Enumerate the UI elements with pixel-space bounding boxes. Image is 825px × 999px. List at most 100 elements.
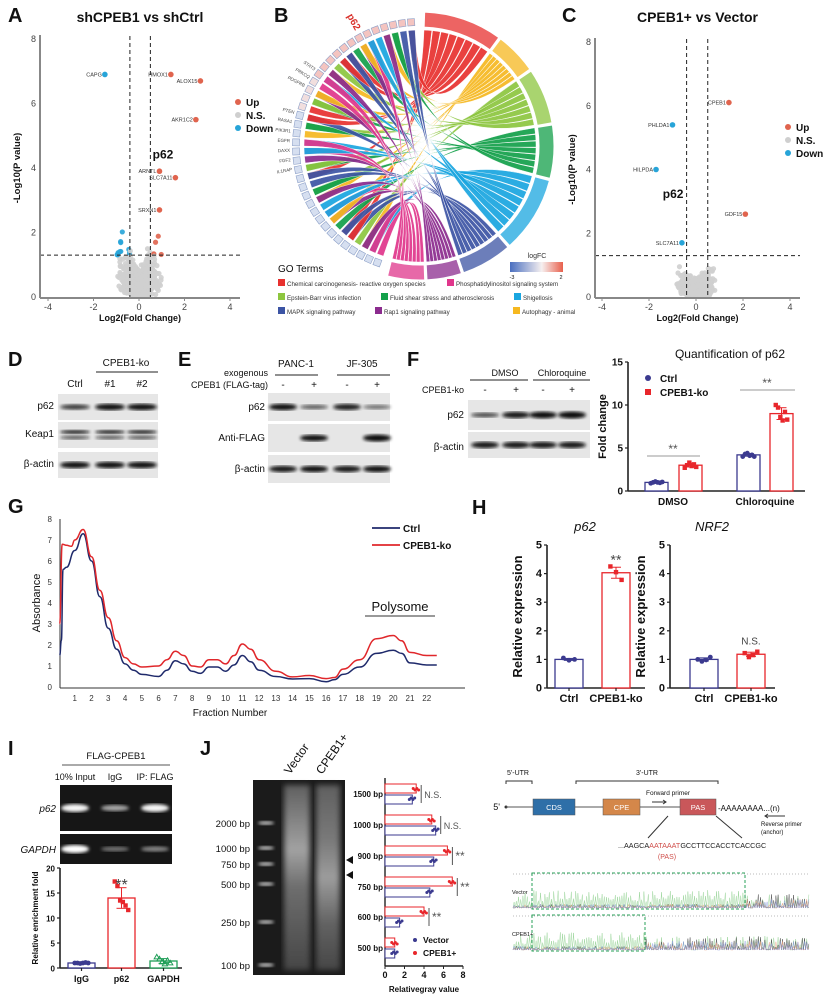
gene-box [292,156,302,165]
data-point [123,279,129,285]
y-tick-label: 0 [51,965,56,974]
sequence-part: AATAAAT [649,841,681,850]
legend-label: Ctrl [403,524,420,535]
data-point [702,281,708,287]
x-tick-label: 0 [382,970,387,980]
replicate-point [432,819,436,823]
gene-label: PDGFRB [287,75,306,88]
gene-box [363,253,374,265]
gene-point [679,240,685,246]
lane-label: #2 [136,379,148,390]
legend-swatch [447,279,454,286]
data-point [689,285,695,291]
gene-box [304,84,315,95]
y-tick-label: 15 [46,890,55,899]
x-tick-label: IgG [74,974,89,984]
y-tick-label: 0 [617,487,623,498]
x-tick-label: 4 [421,970,426,980]
band [127,403,157,411]
band [101,846,129,852]
five-prime-label: 5' [493,802,500,812]
rt-pcr-gel-I: FLAG-CPEB1 10% Input IgG IP: FLAG p62 GAPDH [20,751,174,864]
panel-label-J: J [200,738,211,760]
ladder-label: 500 bp [221,880,250,891]
data-point [122,254,128,260]
replicate-point [112,879,117,884]
series-line-0 [58,532,437,683]
term-arc [423,11,500,51]
data-point [705,285,711,291]
western-blot-D: CPEB1-ko Ctrl #1 #2 p62 Keap1 β-actin [24,358,158,478]
y-tick-label: 1 [659,654,665,666]
band [502,441,530,449]
x-tick-label: 17 [338,694,347,703]
bar-chart-F: Quantification of p62 0 5 10 15 Fold change DM… [597,347,805,508]
y-tick-label: 5 [659,540,665,552]
legend-marker [413,938,417,942]
x-tick-label: 14 [288,694,297,703]
gene-box [325,54,336,66]
gene-label: PTEN [282,107,295,115]
reverse-primer-arrow-icon [764,813,785,819]
band [60,461,90,469]
reverse-primer-label: Reverse primer [761,822,802,828]
x-tick-label: 11 [238,694,247,703]
band [269,403,297,411]
y-tick-label: 0 [536,683,542,695]
x-tick-label: 5 [140,694,145,703]
x-tick-label: 2 [740,302,745,312]
bar [384,937,396,948]
agarose-gel-J: 2000 bp 1000 bp 750 bp 500 bp 250 bp 100 bp Ve… [216,731,353,975]
trace-label: Vector [512,890,528,896]
chart-title: CPEB1+ vs Vector [637,9,759,25]
data-point [154,263,160,269]
chord-ribbon [399,30,468,255]
highlight-box [531,872,746,910]
data-point [151,256,158,262]
cpe-box [602,798,641,816]
bar [384,814,433,825]
chord-ribbon [311,97,536,161]
arrowhead-icon [346,856,353,864]
zoom-line [715,815,743,839]
gene-box [314,213,326,225]
data-point [130,266,137,272]
arrowhead-icon [346,871,353,879]
gene-box [295,173,305,184]
group-label: Chloroquine [538,368,587,378]
group-label: JF-305 [346,359,378,370]
replicate-point [166,959,174,966]
gene-box [297,101,308,112]
legend-swatch [375,307,382,314]
x-tick-label: CPEB1-ko [724,693,777,705]
gene-label: RASA1 [277,117,293,125]
gene-box [372,257,383,268]
y-tick-label: 4 [31,163,36,173]
y-tick-label: 4 [48,599,53,608]
replicate-point [619,577,624,583]
significance-label: N.S. [741,636,760,647]
data-point [152,281,158,287]
gene-point [653,166,659,173]
y-tick-label: 4 [536,568,543,580]
bar [554,658,584,689]
replicate-point [608,564,613,569]
sequence-part: ...AAGCA [618,841,649,850]
replicate-point [117,898,123,903]
data-point [144,291,150,297]
data-point [147,255,153,261]
band [529,441,557,449]
bar [384,856,435,867]
x-tick-label: 21 [406,694,415,703]
band [60,435,90,440]
bar [384,876,453,887]
row-header: exogenous [224,368,269,378]
gene-label: CPEB1 [708,101,726,107]
band [60,404,90,410]
x-tick-label: 15 [305,694,314,703]
gene-label: FGF2 [279,157,292,163]
y-tick-label: 3 [659,597,665,609]
y-tick-label: 5 [536,540,542,552]
data-point [155,233,161,239]
